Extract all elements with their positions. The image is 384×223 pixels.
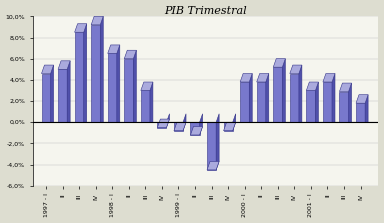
Polygon shape [91,16,103,25]
Polygon shape [273,67,282,122]
Polygon shape [257,74,269,82]
Polygon shape [240,74,252,82]
Polygon shape [356,95,368,103]
Polygon shape [332,74,335,122]
Polygon shape [133,50,136,122]
Polygon shape [58,61,70,69]
Polygon shape [91,25,100,122]
Polygon shape [316,82,318,122]
Polygon shape [290,65,302,74]
Polygon shape [323,74,335,82]
Polygon shape [223,122,236,131]
Polygon shape [207,161,219,170]
Polygon shape [167,114,169,128]
Polygon shape [249,74,252,122]
Polygon shape [100,16,103,122]
Polygon shape [74,24,87,32]
Title: PIB Trimestral: PIB Trimestral [164,6,247,16]
Polygon shape [339,91,349,122]
Polygon shape [41,74,51,122]
Polygon shape [141,82,153,91]
Polygon shape [108,53,117,122]
Polygon shape [150,82,153,122]
Polygon shape [240,82,249,122]
Polygon shape [117,45,120,122]
Polygon shape [365,95,368,122]
Polygon shape [174,122,183,131]
Polygon shape [356,103,365,122]
Polygon shape [273,59,285,67]
Polygon shape [233,114,236,131]
Polygon shape [67,61,70,122]
Polygon shape [58,69,67,122]
Polygon shape [41,65,54,74]
Polygon shape [84,24,87,122]
Polygon shape [290,74,299,122]
Polygon shape [200,114,203,135]
Polygon shape [223,122,233,131]
Polygon shape [183,114,186,131]
Polygon shape [141,91,150,122]
Polygon shape [108,45,120,53]
Polygon shape [339,83,351,91]
Polygon shape [266,74,269,122]
Polygon shape [323,82,332,122]
Polygon shape [51,65,54,122]
Polygon shape [207,122,216,170]
Polygon shape [306,91,316,122]
Polygon shape [174,122,186,131]
Polygon shape [74,32,84,122]
Polygon shape [299,65,302,122]
Polygon shape [257,82,266,122]
Polygon shape [216,114,219,170]
Polygon shape [124,59,133,122]
Polygon shape [157,119,169,128]
Polygon shape [157,122,167,128]
Polygon shape [306,82,318,91]
Polygon shape [190,122,200,135]
Polygon shape [282,59,285,122]
Polygon shape [124,50,136,59]
Polygon shape [190,126,203,135]
Polygon shape [349,83,351,122]
